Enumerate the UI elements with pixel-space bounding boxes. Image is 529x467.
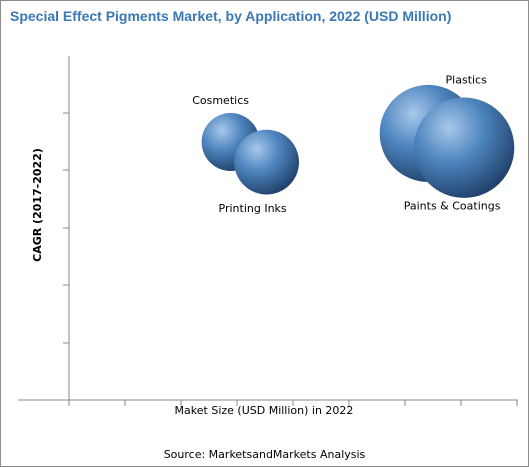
bubble-label: Paints & Coatings <box>404 200 501 213</box>
bubble-printing-inks <box>234 129 299 195</box>
y-axis-title: CAGR (2017-2022) <box>31 148 44 262</box>
x-axis-title: Maket Size (USD Million) in 2022 <box>175 404 354 417</box>
bubble-label: Plastics <box>446 73 488 86</box>
bubble-label: Printing Inks <box>219 202 287 215</box>
bubble-paints-coatings <box>413 97 515 198</box>
source-note: Source: MarketsandMarkets Analysis <box>163 448 366 461</box>
chart-title: Special Effect Pigments Market, by Appli… <box>10 8 452 24</box>
bubble-label: Cosmetics <box>192 94 249 107</box>
